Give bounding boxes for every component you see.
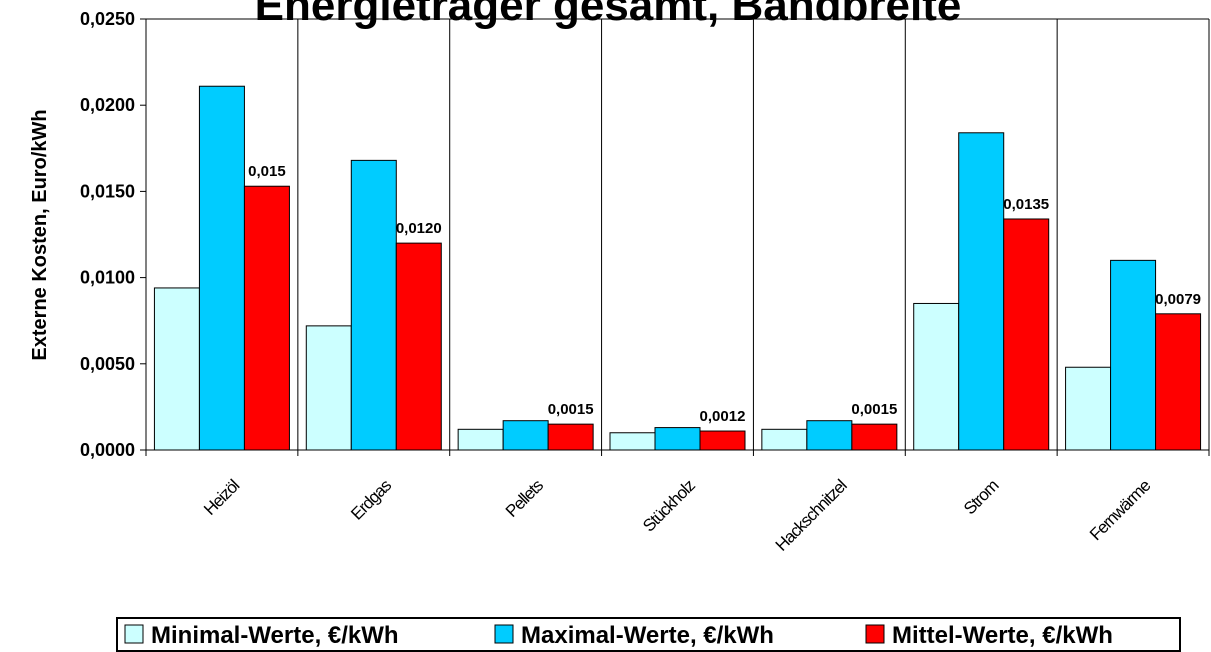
bar-max <box>502 420 549 451</box>
y-tick-label: 0,0150 <box>80 181 135 201</box>
legend-box <box>116 617 1181 652</box>
bar-mean <box>547 423 594 451</box>
bar-min <box>305 325 352 451</box>
bar-max <box>350 159 397 451</box>
bar-min <box>457 428 504 451</box>
legend-entry-label: Mittel-Werte, €/kWh <box>892 622 1113 649</box>
bar-max <box>198 85 245 451</box>
data-label: 0,0120 <box>396 220 442 237</box>
bar-mean <box>699 430 746 451</box>
data-label: 0,0015 <box>548 401 594 418</box>
bar-min <box>761 428 808 451</box>
legend: Minimal-Werte, €/kWh Maximal-Werte, €/kWh… <box>116 617 1181 652</box>
x-tick-label: Heizöl <box>200 476 243 519</box>
data-label: 0,0015 <box>851 401 897 418</box>
bar-max <box>654 427 701 451</box>
bar-mean <box>243 185 290 451</box>
bar-mean <box>1003 218 1050 451</box>
x-tick-label: Strom <box>960 476 1003 519</box>
bar-max <box>1110 259 1157 451</box>
bar-mean <box>1155 313 1202 451</box>
data-label: 0,0079 <box>1155 291 1201 308</box>
bar-mean <box>395 242 442 451</box>
bar-min <box>153 287 200 451</box>
bar-min <box>1065 366 1112 451</box>
bar-mean <box>851 423 898 451</box>
y-tick-label: 0,0050 <box>80 354 135 374</box>
legend-swatch <box>865 624 885 644</box>
x-tick-label: Fernwärme <box>1086 476 1154 544</box>
x-tick-label: Pellets <box>502 476 547 521</box>
bars-layer <box>153 85 1202 451</box>
grid-layer <box>146 18 1210 450</box>
y-tick-label: 0,0250 <box>80 9 135 29</box>
data-label: 0,0012 <box>700 408 746 425</box>
legend-swatch <box>494 624 514 644</box>
y-axis-label: Externe Kosten, Euro/kWh <box>29 109 51 360</box>
y-tick-label: 0,0000 <box>80 440 135 460</box>
y-tick-label: 0,0100 <box>80 268 135 288</box>
bar-max <box>806 420 853 451</box>
bar-min <box>609 432 656 451</box>
x-tick-label: Hackschnitzel <box>772 476 851 555</box>
data-label: 0,0135 <box>1003 196 1049 213</box>
x-tick-label: Stückholz <box>639 476 699 536</box>
legend-swatch <box>124 624 144 644</box>
legend-entry-label: Minimal-Werte, €/kWh <box>151 622 399 649</box>
bar-max <box>958 132 1005 451</box>
legend-entry-label: Maximal-Werte, €/kWh <box>521 622 774 649</box>
chart-title: Energieträger gesamt, Bandbreite <box>255 0 962 30</box>
y-tick-label: 0,0200 <box>80 95 135 115</box>
data-label: 0,015 <box>248 163 286 180</box>
data-labels-layer: 0,015 0,0120 0,0015 0,0012 0,0015 0,0135 0,007… <box>248 163 1201 425</box>
x-tick-label: Erdgas <box>347 476 395 524</box>
bar-min <box>913 302 960 451</box>
